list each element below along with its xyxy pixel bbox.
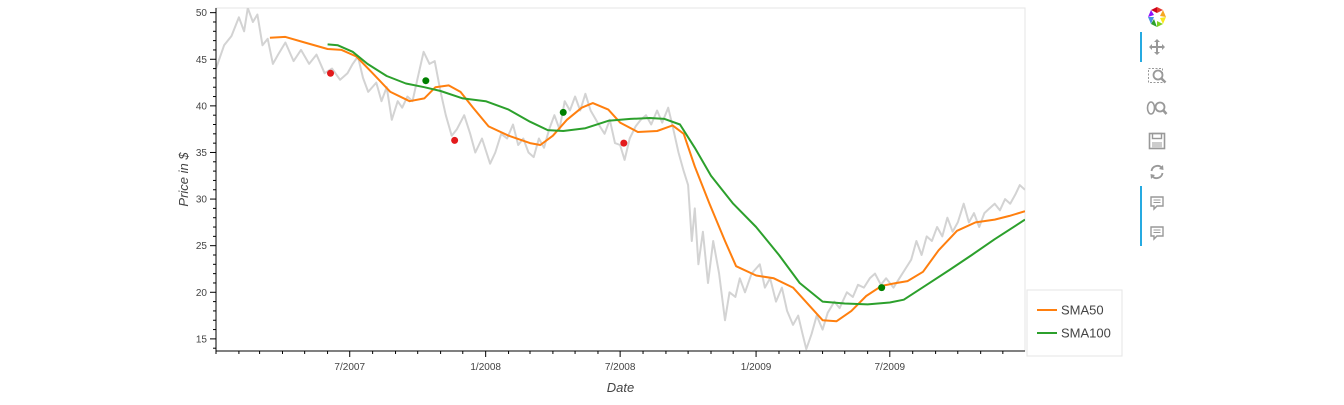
hover-icon[interactable] — [1144, 190, 1170, 216]
legend-label: SMA100 — [1061, 326, 1111, 341]
y-tick-label: 15 — [196, 334, 208, 345]
y-tick-label: 30 — [196, 195, 208, 206]
series-layer — [216, 8, 1025, 351]
x-tick-label: 7/2007 — [334, 362, 365, 373]
y-tick-label: 20 — [196, 288, 208, 299]
x-axis-title: Date — [607, 380, 634, 395]
sell-signal-marker — [620, 139, 628, 147]
pan-icon[interactable] — [1144, 34, 1170, 60]
legend-box — [1026, 289, 1123, 357]
buy-signal-marker — [422, 77, 430, 85]
line-chart[interactable]: 15 20 25 30 35 40 45 50 7/2007 1/2008 7/2008 1/200… — [0, 0, 1135, 405]
buy-signal-marker — [559, 108, 567, 116]
x-tick-label: 1/2008 — [470, 362, 501, 373]
legend-label: SMA50 — [1061, 303, 1104, 318]
price-line — [216, 8, 1025, 351]
x-tick-label: 7/2008 — [605, 362, 636, 373]
sma100-line — [327, 43, 1025, 306]
hover-icon[interactable] — [1144, 220, 1170, 246]
sell-signal-marker — [451, 136, 459, 144]
y-tick-label: 25 — [196, 241, 208, 252]
y-tick-label: 45 — [196, 55, 208, 66]
bokeh-logo-icon[interactable] — [1144, 4, 1170, 30]
y-tick-label: 35 — [196, 148, 208, 159]
box-zoom-icon[interactable] — [1144, 64, 1170, 90]
y-axis: 15 20 25 30 35 40 45 50 — [196, 8, 217, 351]
sell-signal-marker — [327, 69, 335, 77]
toolbar — [1140, 4, 1174, 264]
y-tick-label: 40 — [196, 101, 208, 112]
active-tool-indicator — [1140, 32, 1142, 62]
x-tick-label: 1/2009 — [741, 362, 772, 373]
buy-signal-marker — [878, 284, 886, 292]
save-icon[interactable] — [1144, 128, 1170, 154]
chart-area[interactable]: 15 20 25 30 35 40 45 50 7/2007 1/2008 7/2008 1/200… — [0, 0, 1135, 405]
plot-frame — [215, 7, 1026, 352]
y-axis-title: Price in $ — [176, 152, 191, 207]
wheel-zoom-icon[interactable] — [1144, 96, 1170, 122]
signal-markers — [327, 69, 886, 292]
legend[interactable]: SMA50 SMA100 — [1026, 289, 1123, 357]
sma50-line — [269, 35, 1025, 323]
y-tick-label: 50 — [196, 8, 208, 19]
x-tick-label: 7/2009 — [875, 362, 906, 373]
x-axis: 7/2007 1/2008 7/2008 1/2009 7/2009 — [215, 350, 1025, 373]
reset-icon[interactable] — [1144, 159, 1170, 185]
active-tool-indicator — [1140, 186, 1142, 246]
